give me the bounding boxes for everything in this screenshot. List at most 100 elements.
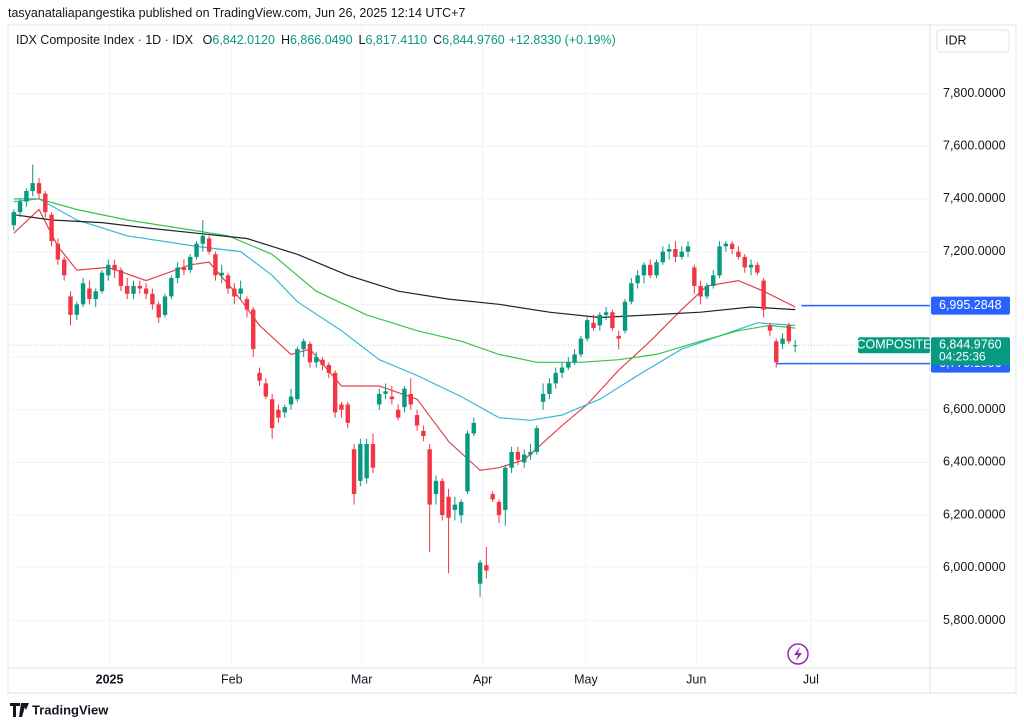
candle-body — [251, 309, 256, 350]
currency-box[interactable] — [936, 29, 1010, 53]
candle-body — [181, 267, 187, 271]
candle-body — [509, 451, 514, 468]
moving-averages — [13, 198, 796, 472]
candle-body — [503, 467, 508, 510]
candle-body — [553, 372, 558, 384]
candle-body — [786, 325, 792, 342]
candle-body — [232, 288, 237, 297]
candle-body — [559, 367, 565, 373]
candle-body — [792, 345, 798, 347]
candle-body — [383, 391, 388, 394]
candle-body — [685, 246, 691, 252]
candle-body — [314, 357, 319, 363]
candle-body — [345, 404, 350, 423]
candles — [11, 164, 798, 597]
candle-body — [729, 243, 735, 249]
candle-body — [704, 285, 710, 297]
axis-labels: 5,800.0000 6,000.0000 6,200.0000 6,400.0000… — [96, 86, 1010, 686]
candle-body — [307, 343, 313, 363]
candle-body — [679, 251, 684, 257]
candle-body — [471, 422, 476, 434]
candle-body — [440, 480, 445, 516]
candle-body — [143, 288, 149, 294]
candle-body — [320, 359, 325, 365]
candle-body — [80, 283, 86, 305]
x-tick-label: Apr — [473, 672, 492, 686]
candle-body — [585, 320, 590, 339]
candle-body — [748, 264, 754, 268]
y-tick-label: 7,800.0000 — [943, 86, 1006, 100]
candle-body — [465, 433, 470, 492]
candle-body — [666, 248, 672, 252]
ohlc-key: H — [280, 33, 290, 47]
candle-body — [156, 304, 161, 318]
y-tick-label: 5,800.0000 — [943, 613, 1006, 627]
candle-body — [408, 393, 413, 405]
candle-body — [351, 449, 357, 495]
candle-body — [521, 454, 527, 463]
x-tick-label: Jun — [686, 672, 706, 686]
moving-average — [13, 208, 796, 472]
candle-body — [87, 288, 92, 300]
candle-body — [755, 264, 760, 273]
symbol-box — [858, 337, 930, 354]
ohlc-value: 6,866.0490 — [289, 33, 353, 47]
moving-average — [13, 198, 796, 363]
candle-body — [566, 362, 571, 368]
candle-body — [370, 444, 376, 468]
candle-body — [780, 338, 785, 344]
candle-body — [339, 404, 344, 410]
candle-body — [358, 444, 363, 481]
candle-body — [276, 409, 281, 418]
y-tick-label: 7,600.0000 — [943, 139, 1006, 153]
brand: TradingView — [32, 702, 109, 717]
moving-average — [13, 198, 796, 421]
y-tick-label: 6,600.0000 — [943, 402, 1006, 416]
level-label: 6,995.2848 — [939, 298, 1002, 312]
legend-title: IDX Composite Index · 1D · IDX — [16, 33, 194, 47]
candle-body — [610, 312, 615, 329]
ohlc-key: O — [202, 33, 213, 47]
candle-body — [169, 277, 174, 297]
candle-body — [515, 451, 521, 460]
candle-body — [269, 399, 275, 429]
candle-body — [692, 267, 697, 286]
candle-body — [591, 322, 596, 329]
published-line: tasyanataliapangestika published on Trad… — [8, 6, 466, 20]
candle-body — [43, 193, 48, 213]
level-label-box — [931, 296, 1010, 315]
candle-body — [257, 372, 262, 381]
candle-body — [629, 283, 634, 302]
candle-body — [698, 285, 703, 297]
candle-body — [364, 444, 369, 479]
candle-body — [572, 354, 577, 363]
candle-body — [11, 212, 16, 226]
candle-body — [118, 270, 124, 286]
candle-body — [578, 338, 584, 355]
candle-body — [767, 325, 773, 331]
candle-body — [93, 291, 98, 300]
candle-body — [452, 504, 458, 510]
candle-body — [528, 451, 533, 455]
candle-body — [213, 254, 218, 276]
candle-body — [206, 238, 212, 252]
candle-body — [540, 393, 546, 402]
candle-body — [622, 301, 628, 331]
last-price-label: 6,844.9760 — [939, 337, 1002, 351]
y-tick-label: 6,400.0000 — [943, 455, 1006, 469]
candle-body — [547, 383, 552, 394]
candle-body — [125, 285, 130, 294]
candle-body — [238, 288, 243, 294]
x-tick-label: 2025 — [96, 672, 124, 686]
y-tick-label: 7,200.0000 — [943, 244, 1006, 258]
legend: IDX Composite Index · 1D · IDX O6,842.01… — [16, 33, 616, 47]
candle-body — [635, 275, 640, 284]
candle-body — [377, 393, 382, 405]
candle-body — [648, 264, 653, 276]
candle-body — [402, 388, 407, 408]
candle-body — [673, 248, 678, 257]
candle-body — [654, 262, 659, 276]
candle-body — [301, 341, 306, 350]
candle-body — [736, 251, 741, 257]
candle-body — [282, 407, 287, 413]
